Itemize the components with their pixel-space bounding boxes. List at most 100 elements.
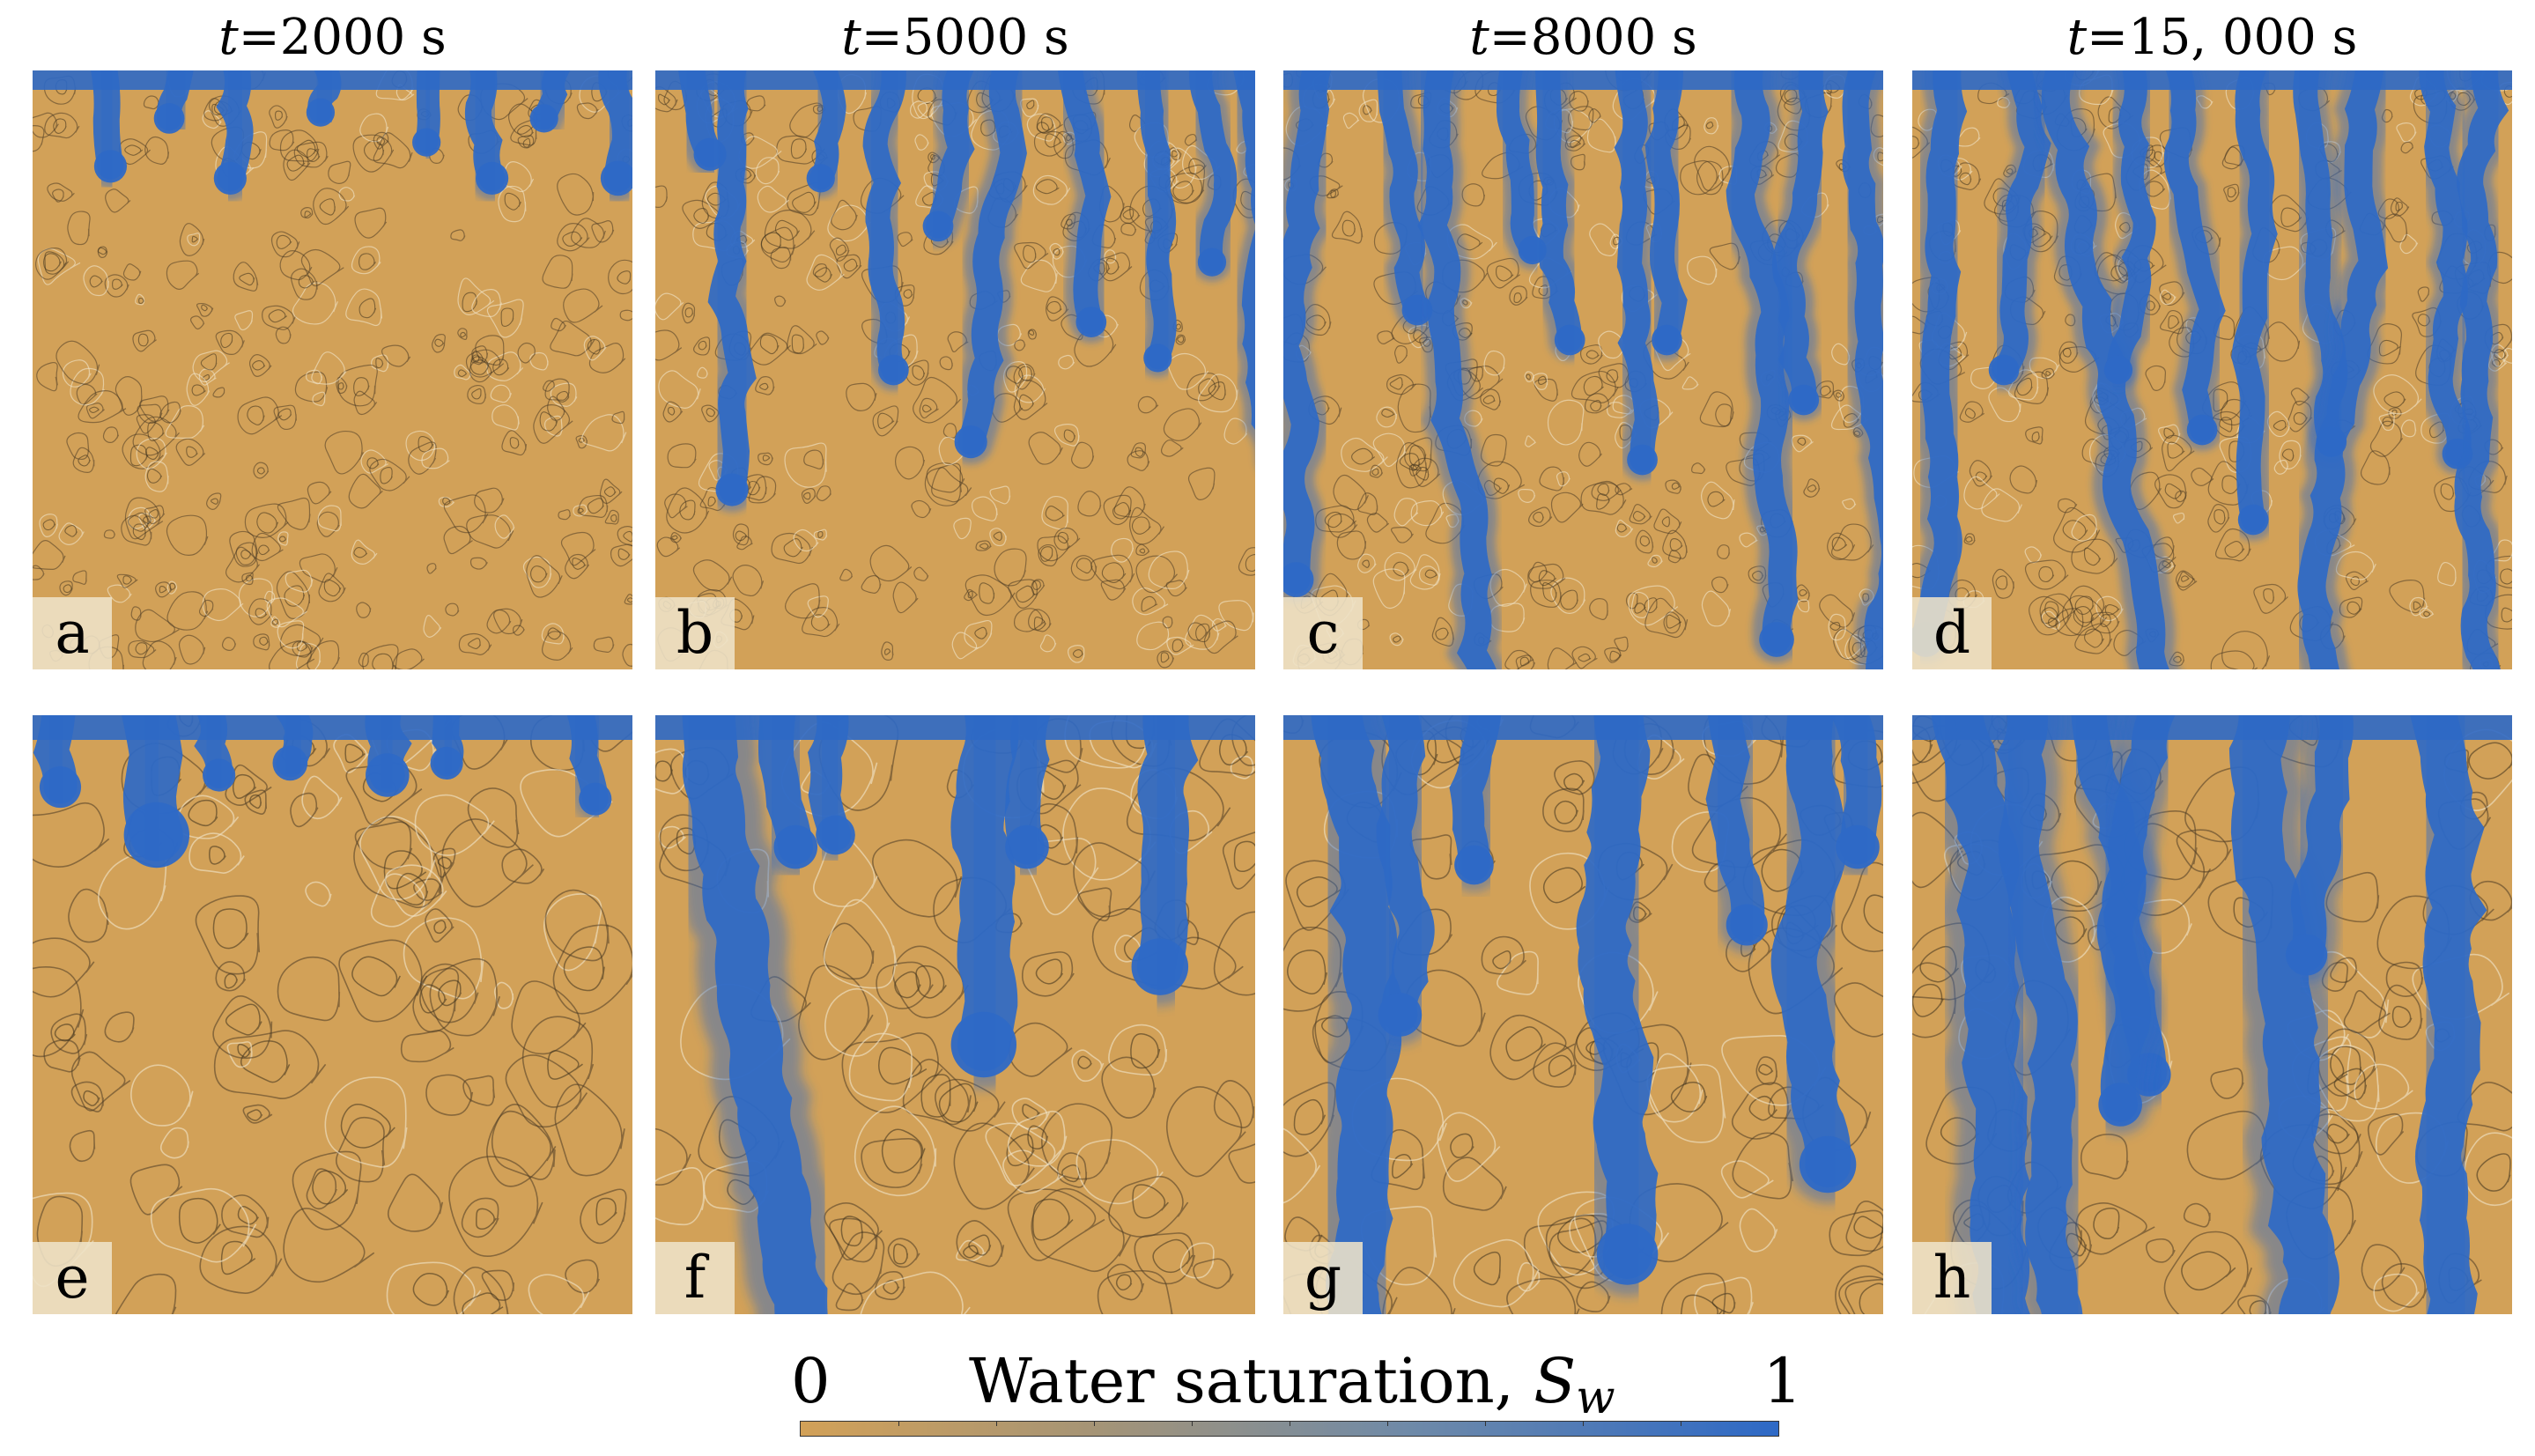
water-finger (524, 70, 580, 138)
panel-h: h (1912, 715, 2512, 1314)
time-value: 5000 s (902, 9, 1069, 66)
colorbar-tick (1192, 1422, 1193, 1426)
water-finger (1980, 715, 2097, 1314)
time-value: 8000 s (1530, 9, 1697, 66)
water-finger (1225, 70, 1255, 451)
time-symbol: t (841, 9, 861, 66)
saturation-field (1912, 715, 2512, 1314)
colorbar-max-label: 1 (1763, 1345, 1802, 1417)
water-finger (1283, 70, 1341, 604)
water-finger (801, 70, 854, 198)
water-finger (2098, 70, 2164, 390)
colorbar-tick (996, 1422, 997, 1426)
time-symbol: t (2066, 9, 2088, 66)
water-finger (1755, 715, 1867, 1204)
panel-label-d: d (1912, 597, 1992, 669)
water-finger (698, 70, 767, 513)
time-symbol: t (1469, 9, 1489, 66)
colorbar-tick (1485, 1422, 1486, 1426)
panel-label-e: e (33, 1242, 112, 1314)
water-fingers (655, 715, 1255, 1314)
saturation-field (1912, 70, 2512, 669)
panel-g: g (1283, 715, 1883, 1314)
water-finger (1833, 70, 1883, 669)
time-value: 2000 s (279, 9, 447, 66)
water-finger (352, 715, 427, 805)
background (33, 70, 632, 669)
water-finger (1526, 70, 1591, 361)
panel-d: d (1912, 70, 2512, 669)
water-finger (932, 715, 1038, 1090)
water-finger (147, 70, 203, 140)
water-finger (81, 70, 133, 189)
panel-a: a (33, 70, 632, 669)
colorbar-title: 0 Water saturation, Sw 1 (775, 1345, 1806, 1424)
water-fingers (655, 70, 1255, 513)
colorbar-tick (1583, 1422, 1584, 1426)
panel-b: b (655, 70, 1255, 669)
panel-f: f (655, 715, 1255, 1314)
panel-label-a: a (33, 597, 112, 669)
water-finger (1181, 70, 1245, 282)
saturation-field (33, 715, 632, 1314)
water-finger (1120, 715, 1216, 1006)
water-finger (1128, 70, 1185, 378)
water-finger (455, 70, 515, 201)
water-finger (992, 715, 1063, 877)
water-finger (745, 715, 826, 877)
panel-c: c (1283, 70, 1883, 669)
water-finger (1913, 715, 2051, 1314)
colorbar-min-label: 0 (791, 1345, 831, 1417)
water-finger (407, 70, 448, 162)
saturation-field (655, 70, 1255, 669)
water-finger (663, 715, 846, 1314)
water-finger (422, 715, 473, 786)
water-finger (1559, 715, 1676, 1297)
colorbar-label: Water saturation, Sw (969, 1346, 1615, 1433)
water-finger (1636, 70, 1696, 361)
column-title-3: t=8000 s (1469, 9, 1697, 66)
water-finger (588, 70, 632, 203)
time-symbol: t (218, 9, 239, 66)
water-finger (1049, 70, 1120, 344)
water-finger (557, 715, 618, 822)
panel-e: e (33, 715, 632, 1314)
panel-label-g: g (1283, 1242, 1363, 1314)
water-fingers (1912, 70, 2512, 669)
colorbar-tick (1387, 1422, 1388, 1426)
panel-label-h: h (1912, 1242, 1992, 1314)
panel-label-c: c (1283, 597, 1363, 669)
saturation-field (655, 715, 1255, 1314)
colorbar (800, 1421, 1779, 1437)
water-finger (2278, 715, 2366, 984)
water-finger (265, 715, 323, 787)
water-fingers (33, 715, 632, 880)
water-fingers (1283, 70, 1883, 669)
contour-lines (33, 70, 632, 669)
saturation-field (1283, 715, 1883, 1314)
water-finger (1818, 715, 1883, 877)
water-finger (2393, 715, 2507, 1314)
water-finger (205, 70, 263, 201)
water-finger (103, 715, 202, 880)
colorbar-subscript: w (1576, 1371, 1615, 1424)
water-finger (854, 70, 915, 391)
water-finger (2084, 715, 2188, 1134)
water-finger (1693, 715, 1777, 954)
water-finger (2155, 70, 2236, 451)
water-finger (948, 70, 1037, 465)
water-finger (795, 715, 863, 862)
water-finger (33, 715, 89, 816)
colorbar-tick (1094, 1422, 1095, 1426)
column-title-4: t=15, 000 s (2066, 9, 2358, 66)
water-finger (299, 70, 350, 132)
column-title-1: t=2000 s (218, 9, 447, 66)
water-finger (1912, 70, 1978, 664)
water-finger (1604, 70, 1668, 481)
water-finger (1716, 70, 1808, 664)
saturation-field (1283, 70, 1883, 669)
water-finger (1407, 70, 1507, 669)
water-finger (182, 715, 242, 798)
water-fingers (33, 70, 632, 203)
panel-label-b: b (655, 597, 735, 669)
